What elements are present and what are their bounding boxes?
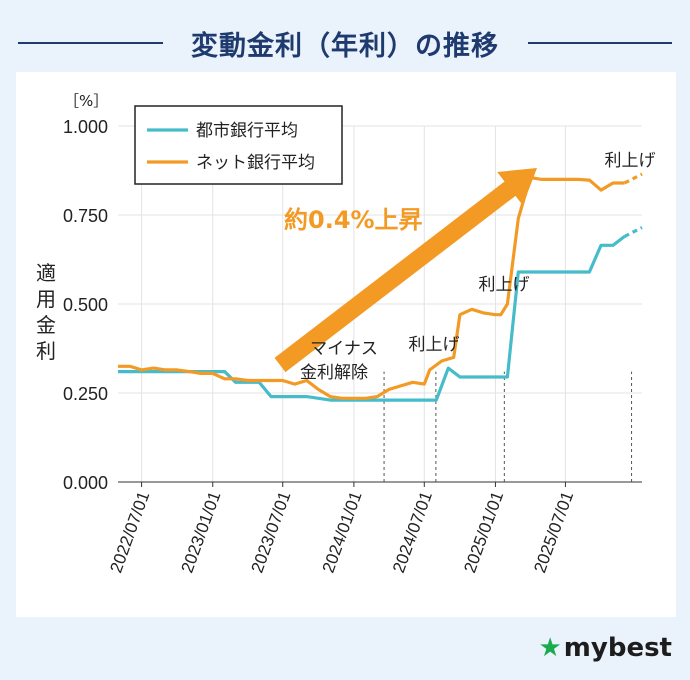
x-tick-label: 2024/07/01 <box>389 489 436 575</box>
y-tick-label: 0.250 <box>63 384 108 404</box>
series-lines <box>118 172 643 402</box>
page-title: 変動金利（年利）の推移 <box>191 31 499 62</box>
legend-label: 都市銀行平均 <box>196 121 298 141</box>
grid <box>118 125 642 483</box>
x-tick-label: 2025/01/01 <box>460 489 507 575</box>
title-row: 変動金利（年利）の推移 <box>0 18 690 62</box>
series-line-1 <box>118 175 625 400</box>
series-line-0 <box>118 235 626 402</box>
mybest-logo: ★ mybest <box>538 633 672 663</box>
rate-hike-label-3: 利上げ <box>605 151 656 171</box>
rate-hike-label-2: 利上げ <box>479 275 530 295</box>
y-tick-label: 0.750 <box>63 206 108 226</box>
star-icon: ★ <box>538 633 562 663</box>
x-tick-label: 2024/01/01 <box>319 489 366 575</box>
x-tick-label: 2023/01/01 <box>178 489 225 575</box>
minus-rate-label-line1: マイナス <box>310 339 378 359</box>
y-axis-label-char: 適 <box>36 261 56 285</box>
series-forecast-1 <box>623 172 643 185</box>
trend-arrow <box>274 167 537 373</box>
x-tick-label: 2025/07/01 <box>530 489 577 575</box>
event-lines <box>383 371 633 482</box>
y-axis-label-char: 用 <box>36 287 56 311</box>
legend-box <box>134 105 343 185</box>
trend-arrow-body <box>274 167 537 373</box>
legend-label: ネット銀行平均 <box>196 153 315 173</box>
logo-text: mybest <box>563 633 672 663</box>
y-axis-label-char: 金 <box>36 313 56 337</box>
title-left-rule <box>18 42 163 44</box>
trend-arrow-shape <box>274 167 537 373</box>
chart-panel: 0.000 0.250 0.500 0.750 1.000 2022/07/01 2023/… <box>16 72 676 617</box>
x-tick-label: 2022/07/01 <box>106 489 153 575</box>
y-axis-label-char: 利 <box>36 339 56 363</box>
x-tick-label: 2023/07/01 <box>248 489 295 575</box>
trend-label: 約0.4%上昇 <box>284 206 423 234</box>
rate-chart: 0.000 0.250 0.500 0.750 1.000 2022/07/01 2023/… <box>36 92 656 575</box>
rate-hike-label-1: 利上げ <box>409 335 460 355</box>
y-tick-label: 0.500 <box>63 295 108 315</box>
minus-rate-label-line2: 金利解除 <box>300 363 368 383</box>
title-right-rule <box>528 42 672 44</box>
y-unit-label: ［%］ <box>64 92 108 110</box>
y-tick-label: 1.000 <box>63 117 108 137</box>
series-forecast-0 <box>623 226 643 238</box>
y-tick-label: 0.000 <box>63 473 108 493</box>
